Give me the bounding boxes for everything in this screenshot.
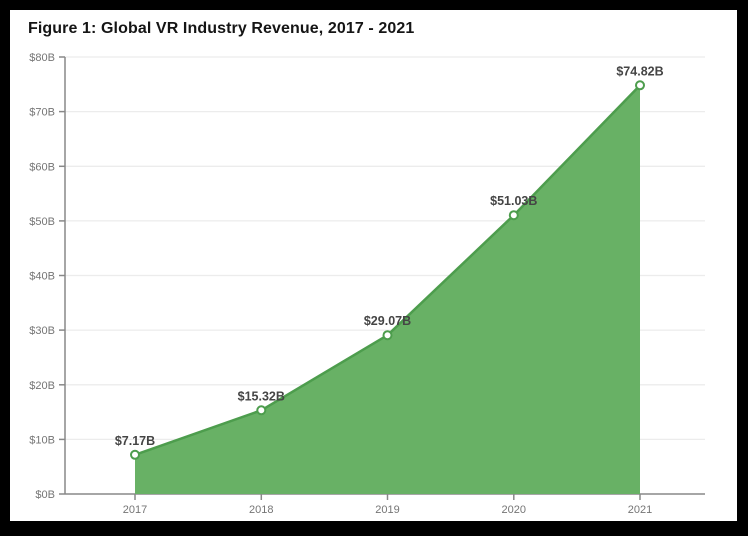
data-point-label: $74.82B	[616, 64, 663, 78]
x-tick-label: 2019	[375, 504, 399, 516]
data-point-label: $51.03B	[490, 194, 537, 208]
x-tick-label: 2020	[502, 504, 526, 516]
data-point-marker	[635, 80, 645, 91]
data-point-marker	[508, 210, 519, 221]
y-tick-label: $20B	[29, 380, 55, 392]
x-tick-label: 2017	[123, 504, 147, 516]
y-tick-label: $40B	[29, 271, 55, 283]
y-tick-label: $60B	[29, 161, 55, 173]
x-tick-label: 2021	[628, 504, 652, 516]
data-point-marker	[130, 449, 140, 460]
data-point-label: $15.32B	[238, 389, 285, 403]
data-point-label: $7.17B	[115, 434, 155, 448]
y-tick-label: $30B	[29, 325, 55, 337]
data-point-label: $29.07B	[364, 314, 411, 328]
y-tick-label: $0B	[35, 489, 55, 501]
figure-title: Figure 1: Global VR Industry Revenue, 20…	[28, 20, 415, 37]
y-tick-label: $50B	[29, 216, 55, 228]
data-point-marker	[382, 330, 393, 341]
vr-revenue-area-chart: $0B $10B $20B $30B $40B $50B $60B $70B $80B 2017 2…	[29, 52, 705, 516]
data-point-marker	[256, 405, 267, 416]
x-tick-label: 2018	[249, 504, 273, 516]
revenue-area-fill	[135, 85, 640, 495]
y-tick-label: $10B	[29, 434, 55, 446]
chart-page: Figure 1: Global VR Industry Revenue, 20…	[10, 10, 737, 521]
y-tick-label: $70B	[29, 107, 55, 119]
y-tick-label: $80B	[29, 52, 55, 64]
